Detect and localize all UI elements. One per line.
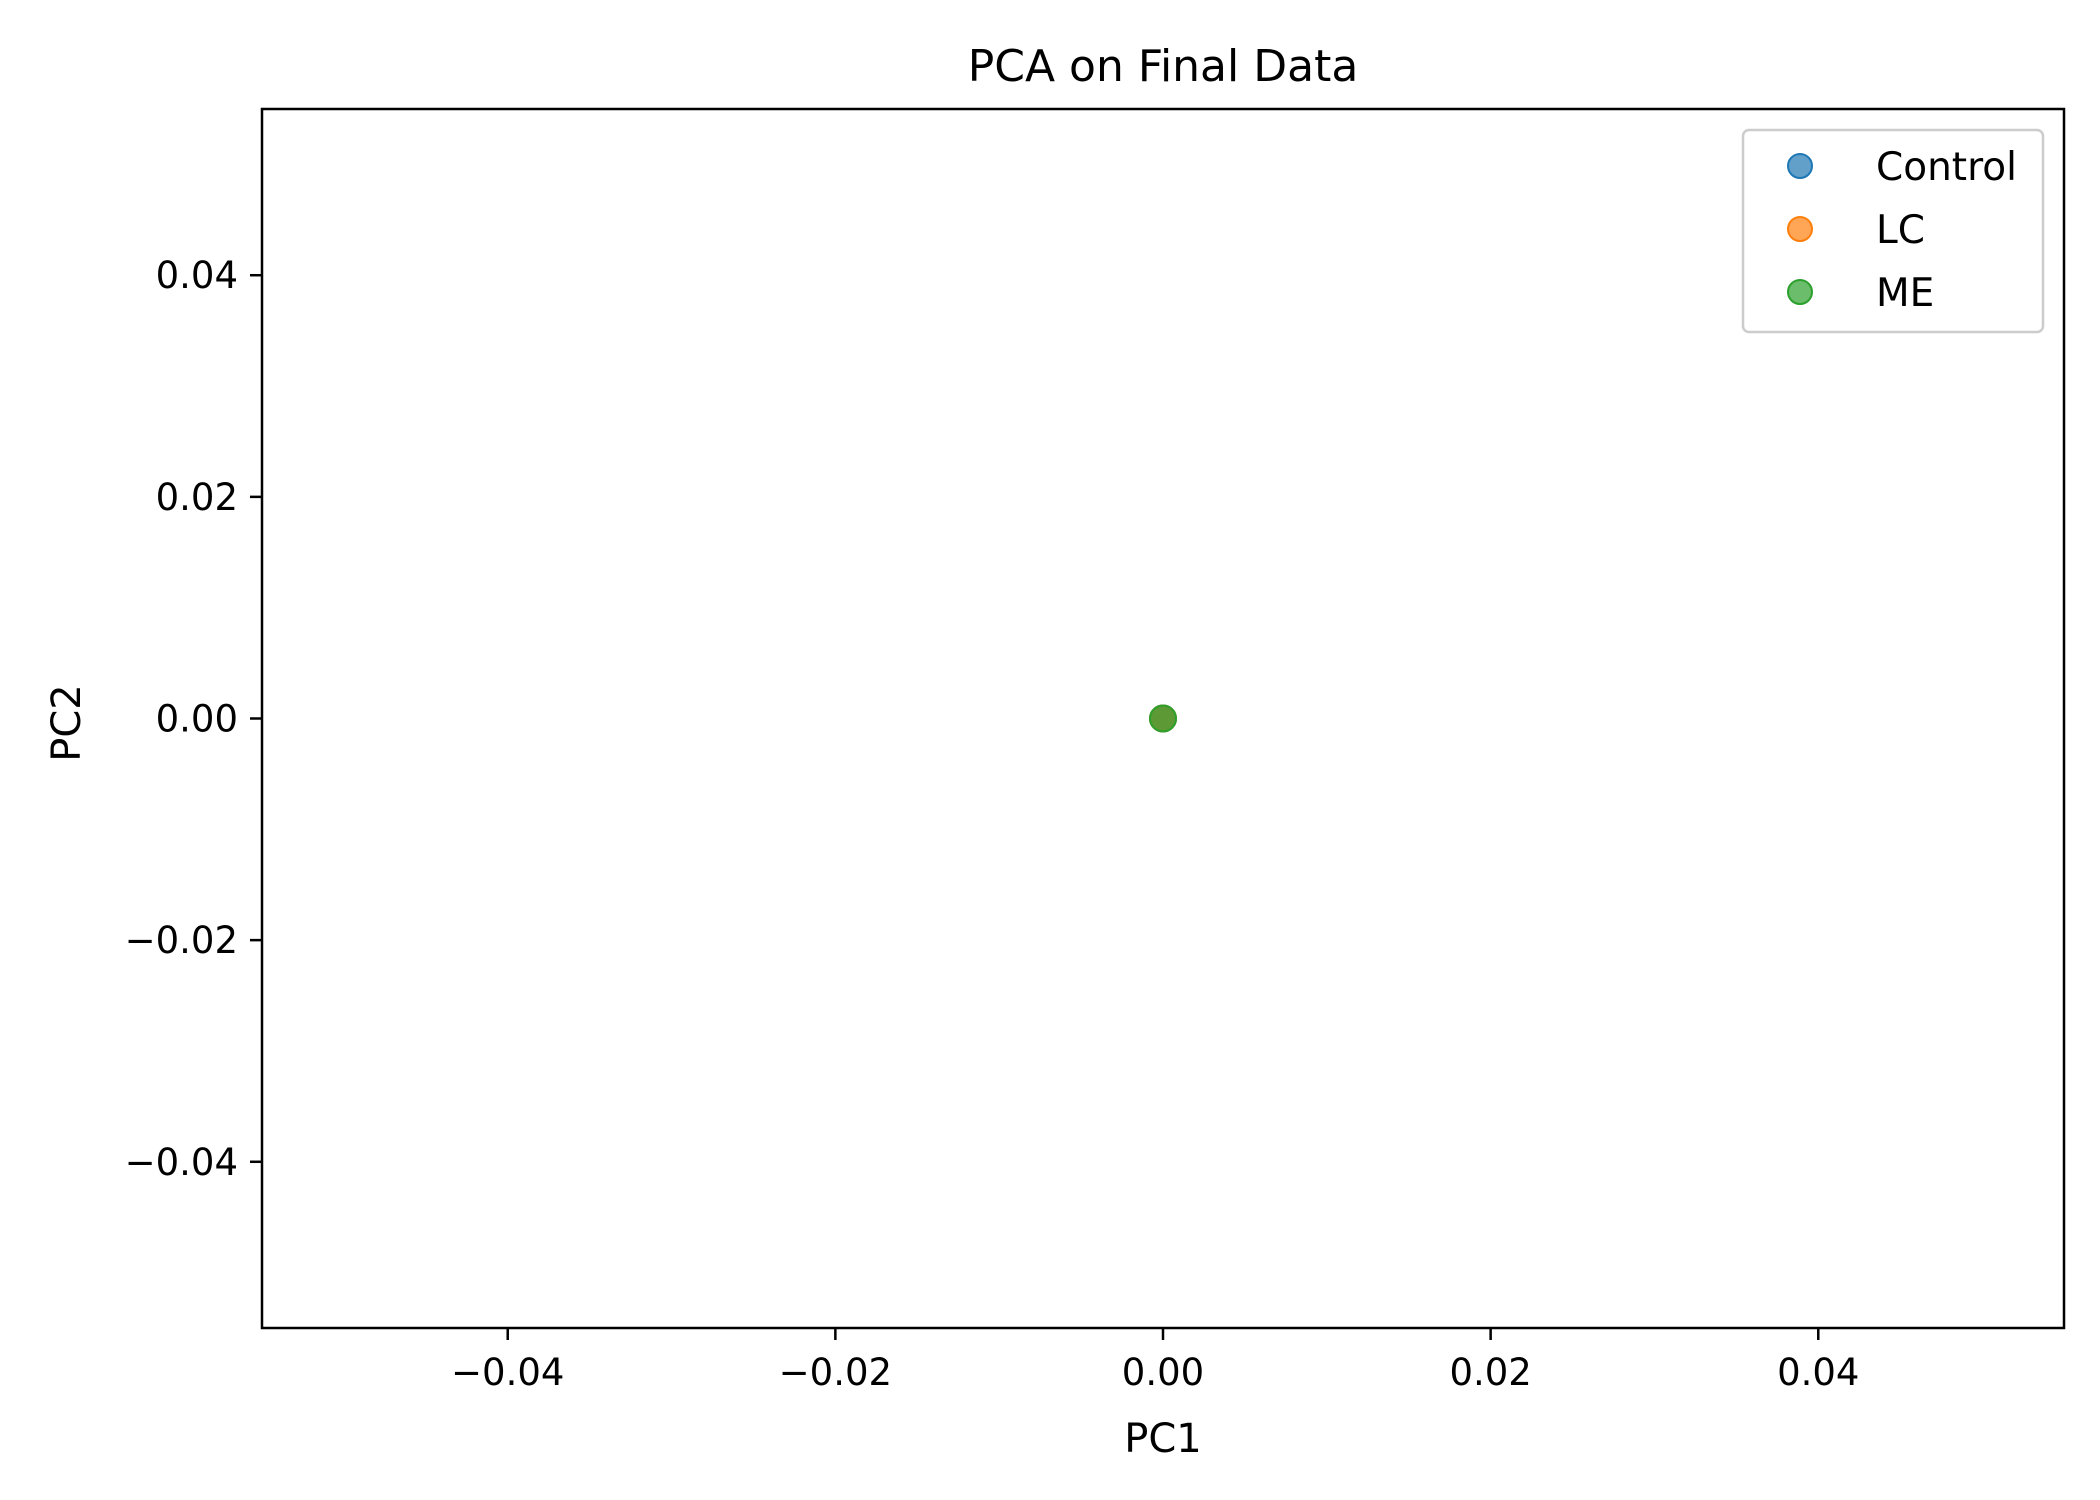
- chart-title: PCA on Final Data: [968, 41, 1359, 92]
- legend-entries: Control LC ME: [1787, 145, 2017, 316]
- data-point-me: [1149, 704, 1177, 733]
- y-tick-label: 0.02: [156, 476, 238, 519]
- x-tick-label: 0.02: [1449, 1351, 1531, 1394]
- y-axis-ticks: −0.04 −0.02 0.00 0.02 0.04: [125, 254, 262, 1184]
- x-tick-label: −0.04: [451, 1351, 564, 1394]
- y-tick-label: −0.02: [125, 919, 238, 962]
- legend-marker-me: [1787, 279, 1813, 305]
- y-tick-label: −0.04: [125, 1141, 238, 1184]
- legend: Control LC ME: [1741, 128, 2045, 334]
- legend-marker-lc: [1787, 216, 1813, 242]
- x-tick-label: 0.04: [1777, 1351, 1859, 1394]
- legend-label-me: ME: [1876, 271, 1934, 316]
- x-tick-label: −0.02: [779, 1351, 892, 1394]
- y-tick-label: 0.00: [156, 698, 238, 741]
- legend-marker-control: [1787, 153, 1813, 179]
- x-axis-ticks: −0.04 −0.02 0.00 0.02 0.04: [451, 1328, 1859, 1394]
- legend-label-control: Control: [1876, 145, 2017, 190]
- x-tick-label: 0.00: [1122, 1351, 1204, 1394]
- plot-area: [1149, 704, 1177, 733]
- x-axis-label: PC1: [1124, 1416, 1202, 1462]
- legend-label-lc: LC: [1876, 208, 1925, 253]
- y-axis-label: PC2: [44, 684, 90, 762]
- y-tick-label: 0.04: [156, 254, 238, 297]
- legend-box: [1741, 128, 2045, 334]
